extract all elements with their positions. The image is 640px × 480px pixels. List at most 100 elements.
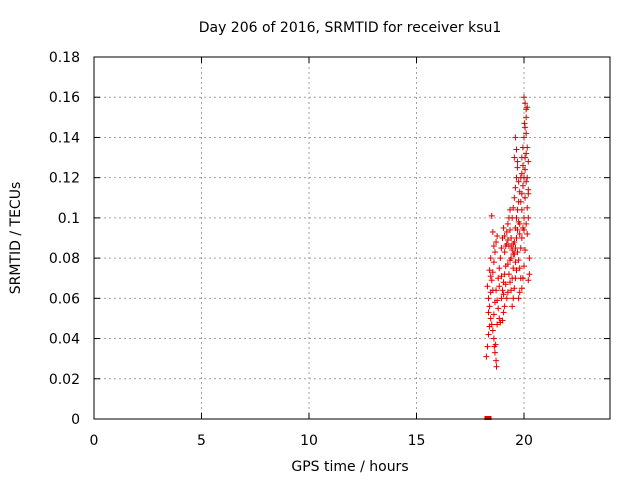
data-point bbox=[514, 226, 521, 233]
data-point bbox=[509, 303, 516, 310]
data-point bbox=[509, 214, 516, 221]
data-point bbox=[504, 289, 511, 296]
data-point bbox=[516, 289, 523, 296]
data-point bbox=[492, 341, 499, 348]
data-point bbox=[489, 327, 496, 334]
data-point bbox=[521, 120, 528, 127]
y-tick-label: 0.04 bbox=[49, 332, 80, 348]
data-point bbox=[523, 130, 530, 137]
data-point bbox=[488, 212, 495, 219]
data-point bbox=[511, 194, 518, 201]
data-point bbox=[500, 291, 507, 298]
data-point bbox=[519, 275, 526, 282]
data-point bbox=[507, 279, 514, 286]
y-tick-label: 0.18 bbox=[49, 50, 80, 66]
x-tick-label: 10 bbox=[300, 433, 318, 449]
y-tick-label: 0.08 bbox=[49, 251, 80, 267]
data-point bbox=[496, 283, 503, 290]
data-point bbox=[510, 251, 517, 258]
data-point bbox=[526, 271, 533, 278]
data-point bbox=[513, 267, 520, 274]
data-point bbox=[512, 259, 519, 266]
y-axis-label: SRMTID / TECUs bbox=[8, 182, 24, 295]
data-point bbox=[496, 265, 503, 272]
data-point bbox=[523, 114, 530, 121]
y-tick-label: 0.06 bbox=[49, 291, 80, 307]
data-point bbox=[504, 261, 511, 268]
data-point bbox=[524, 174, 531, 181]
data-point bbox=[500, 309, 507, 316]
data-point bbox=[490, 335, 497, 342]
data-point bbox=[508, 243, 515, 250]
data-point bbox=[515, 198, 522, 205]
data-point bbox=[522, 124, 529, 131]
data-point bbox=[519, 182, 526, 189]
y-tick-label: 0.16 bbox=[49, 90, 80, 106]
data-point bbox=[504, 237, 511, 244]
data-point bbox=[493, 239, 500, 246]
data-point bbox=[523, 150, 530, 157]
data-point bbox=[521, 226, 527, 233]
data-point bbox=[522, 166, 529, 173]
data-point bbox=[522, 194, 529, 201]
data-point bbox=[503, 295, 510, 302]
data-point bbox=[493, 357, 500, 364]
data-point bbox=[483, 353, 490, 360]
data-point bbox=[485, 416, 492, 420]
data-point bbox=[485, 331, 492, 338]
data-point bbox=[494, 232, 501, 239]
data-point bbox=[502, 281, 509, 288]
y-tick-label: 0.14 bbox=[49, 130, 80, 146]
data-point bbox=[525, 158, 532, 165]
data-point bbox=[518, 285, 525, 292]
data-point bbox=[499, 317, 506, 324]
data-point bbox=[518, 170, 525, 177]
data-point bbox=[487, 273, 494, 280]
y-tick-label: 0 bbox=[71, 412, 80, 428]
data-point bbox=[488, 321, 495, 328]
data-point bbox=[490, 311, 497, 318]
data-point bbox=[510, 265, 517, 272]
data-point bbox=[505, 271, 512, 278]
data-point bbox=[512, 134, 519, 141]
data-point bbox=[511, 285, 518, 292]
data-point bbox=[525, 186, 532, 193]
data-point bbox=[486, 303, 493, 310]
x-tick-label: 15 bbox=[408, 433, 426, 449]
data-point bbox=[514, 158, 521, 165]
data-point bbox=[522, 247, 529, 254]
data-point bbox=[495, 275, 502, 282]
data-point bbox=[501, 232, 508, 239]
data-point bbox=[508, 287, 515, 294]
data-point bbox=[497, 255, 504, 262]
data-point bbox=[507, 206, 514, 213]
data-point bbox=[512, 275, 519, 282]
x-tick-label: 20 bbox=[515, 433, 533, 449]
data-point bbox=[516, 265, 523, 272]
data-point bbox=[525, 214, 532, 221]
data-point bbox=[514, 164, 521, 171]
data-point bbox=[499, 287, 506, 294]
data-point bbox=[507, 257, 514, 264]
data-point bbox=[524, 230, 531, 237]
data-point bbox=[525, 277, 532, 284]
data-point bbox=[496, 315, 503, 322]
data-point bbox=[524, 144, 531, 151]
data-point bbox=[513, 235, 520, 241]
data-point bbox=[523, 220, 530, 227]
data-point bbox=[495, 305, 502, 312]
data-point bbox=[512, 184, 519, 191]
data-point bbox=[484, 283, 491, 290]
data-point bbox=[521, 263, 527, 270]
data-point bbox=[510, 204, 517, 211]
data-point bbox=[484, 343, 491, 350]
data-point bbox=[488, 277, 495, 284]
data-point bbox=[494, 321, 501, 328]
plot-frame bbox=[93, 56, 611, 420]
data-point bbox=[491, 299, 498, 306]
data-point bbox=[487, 255, 494, 262]
y-tick-label: 0.12 bbox=[49, 171, 80, 187]
data-point bbox=[515, 295, 522, 302]
data-point bbox=[503, 228, 510, 235]
data-point bbox=[498, 295, 505, 302]
